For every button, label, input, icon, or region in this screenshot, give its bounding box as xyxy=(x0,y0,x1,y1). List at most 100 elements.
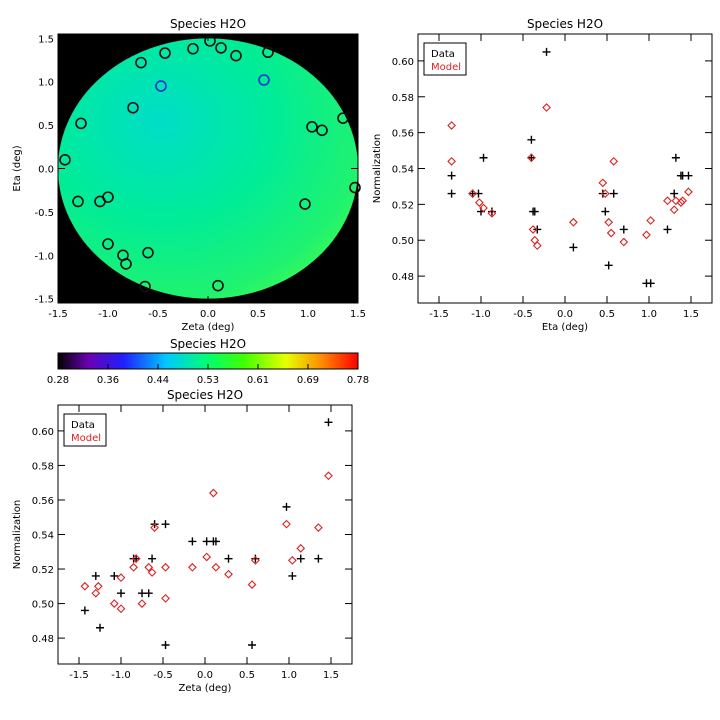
data-point xyxy=(447,171,456,180)
model-point xyxy=(116,573,126,583)
data-point xyxy=(604,261,613,270)
model-point xyxy=(80,581,90,591)
data-point xyxy=(598,189,607,198)
x-tick-label: 0.5 xyxy=(250,309,266,320)
model-point xyxy=(474,198,484,207)
y-tick-label: 0.54 xyxy=(32,531,54,542)
model-point xyxy=(129,562,138,572)
model-point xyxy=(282,519,291,529)
colorbar-tick-label: 0.36 xyxy=(97,375,119,386)
model-point xyxy=(137,599,147,608)
data-point xyxy=(148,554,157,563)
colorbar-tick-label: 0.69 xyxy=(297,375,319,386)
model-point xyxy=(669,205,679,215)
y-tick-label: 0.48 xyxy=(32,634,54,645)
data-point xyxy=(161,520,170,529)
colorbar-tick-label: 0.61 xyxy=(247,375,269,386)
data-point xyxy=(288,571,297,580)
data-point xyxy=(684,171,693,180)
data-point xyxy=(110,571,119,580)
model-point xyxy=(188,562,197,572)
data-point xyxy=(527,153,536,162)
data-point xyxy=(139,280,151,293)
data-point xyxy=(262,46,274,59)
model-point xyxy=(211,562,221,572)
data-point xyxy=(202,537,211,546)
model-point xyxy=(542,103,551,112)
data-point xyxy=(127,101,139,114)
data-point xyxy=(542,47,551,56)
x-tick-label: -1.0 xyxy=(471,309,491,320)
model-point xyxy=(600,189,610,198)
data-point xyxy=(187,42,199,55)
model-point xyxy=(150,523,159,532)
data-point xyxy=(211,537,220,546)
data-point xyxy=(663,225,672,234)
y-tick-label: 0.56 xyxy=(32,496,54,507)
y-tick-label: 0.48 xyxy=(392,272,414,283)
chart-title: Species H2O xyxy=(170,17,246,31)
data-point xyxy=(258,74,270,86)
data-point xyxy=(601,207,610,216)
data-point xyxy=(117,589,125,598)
x-tick-label: 1.0 xyxy=(300,309,316,320)
model-point xyxy=(109,599,119,608)
model-point xyxy=(606,228,616,238)
x-tick-label: -0.5 xyxy=(513,309,533,320)
y-axis-label: Normalization xyxy=(12,500,23,570)
model-point xyxy=(314,523,323,532)
colorbar-tick-label: 0.53 xyxy=(197,375,219,386)
y-tick-label: -1.5 xyxy=(34,295,54,306)
colorbar-tick-label: 0.78 xyxy=(347,375,369,386)
data-point xyxy=(161,641,170,650)
model-point xyxy=(676,198,686,207)
model-point xyxy=(93,581,103,591)
x-tick-label: -0.5 xyxy=(148,309,168,320)
data-point xyxy=(96,623,104,632)
data-point xyxy=(479,153,488,162)
x-tick-label: 0.0 xyxy=(197,670,213,681)
x-tick-label: 1.5 xyxy=(683,309,699,320)
x-tick-label: -1.5 xyxy=(48,309,68,320)
model-point xyxy=(209,488,218,498)
data-point xyxy=(132,554,141,563)
model-point xyxy=(646,216,656,225)
x-axis-label: Zeta (deg) xyxy=(182,322,235,333)
chart-eta-zeta-map: -1.5 -1.0 -0.5 0.0 0.5 1.0 1.5 -1.5 -1.0 -0.5 0.0 0… xyxy=(12,17,366,333)
x-tick-label: -1.5 xyxy=(429,309,449,320)
model-point xyxy=(487,208,497,218)
data-point xyxy=(102,238,114,250)
data-point xyxy=(212,279,224,292)
model-point xyxy=(287,556,297,565)
y-tick-label: 0.0 xyxy=(38,165,54,176)
model-point xyxy=(604,217,614,227)
data-point xyxy=(224,554,233,563)
x-tick-label: 1.0 xyxy=(641,309,657,320)
data-point xyxy=(135,56,147,69)
data-point xyxy=(251,554,260,563)
data-point xyxy=(72,195,84,208)
x-tick-label: 1.5 xyxy=(350,309,366,320)
data-point xyxy=(188,537,197,546)
data-point xyxy=(324,418,333,427)
x-tick-label: 0.5 xyxy=(599,309,615,320)
legend-entry-data: Data xyxy=(431,49,455,60)
y-tick-label: 0.52 xyxy=(32,565,54,576)
model-point xyxy=(527,153,536,163)
y-tick-label: -0.5 xyxy=(34,208,54,219)
data-point xyxy=(337,112,349,124)
legend-box xyxy=(63,413,107,447)
chart-normalization-vs-zeta: -1.5 -1.0 -0.5 0.0 0.5 1.0 1.5 0.48 0.50 0.52 0.54… xyxy=(12,388,353,694)
x-tick-label: -0.5 xyxy=(153,670,173,681)
model-point xyxy=(447,121,456,130)
model-point xyxy=(224,569,233,579)
colorbar-tick-label: 0.28 xyxy=(47,375,69,386)
y-axis-label: Eta (deg) xyxy=(12,145,23,191)
data-point xyxy=(487,207,496,216)
model-point xyxy=(569,217,578,227)
y-tick-label: 0.56 xyxy=(392,129,414,140)
model-point xyxy=(479,203,488,213)
y-tick-label: -1.0 xyxy=(34,251,54,262)
data-point xyxy=(144,589,153,598)
data-point xyxy=(138,589,146,598)
